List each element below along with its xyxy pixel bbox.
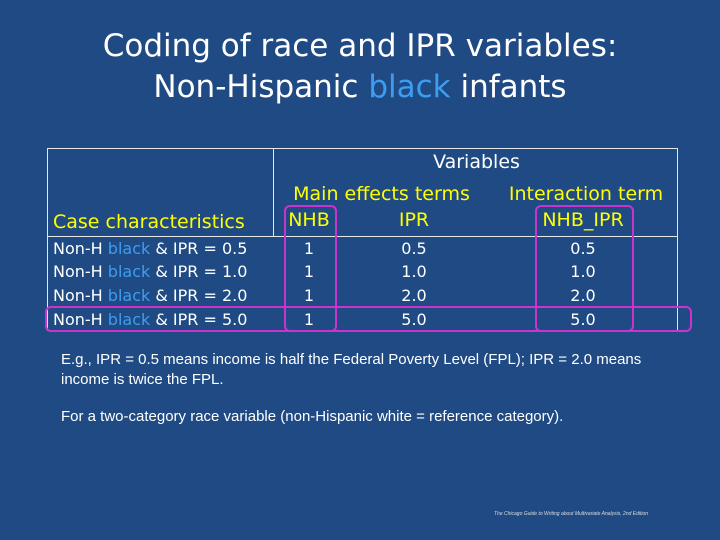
- header-variables: Variables: [433, 151, 520, 173]
- title-highlight-black: black: [368, 69, 451, 105]
- highlight-last-row: [45, 306, 692, 332]
- table-cell-nhb-ipr: 2.0: [570, 286, 596, 305]
- header-case-characteristics: Case characteristics: [53, 211, 245, 233]
- table-row-case: Non-H black & IPR = 2.0: [53, 286, 248, 305]
- table-cell-nhb: 1: [303, 310, 315, 329]
- table-cell-ipr: 5.0: [401, 310, 427, 329]
- header-col-nhb: NHB: [288, 209, 330, 231]
- header-col-ipr: IPR: [398, 209, 430, 231]
- table-cell-ipr: 1.0: [401, 262, 427, 281]
- table-row-case: Non-H black & IPR = 5.0: [53, 310, 248, 329]
- title-line-2: Non-Hispanic black infants: [0, 67, 720, 108]
- header-interaction: Interaction term: [508, 183, 664, 205]
- slide-title: Coding of race and IPR variables: Non-Hi…: [0, 26, 720, 108]
- note-reference-category: For a two-category race variable (non-Hi…: [61, 408, 564, 425]
- title-suffix: infants: [450, 69, 567, 105]
- table-cell-nhb: 1: [303, 262, 315, 281]
- table-header-divider: [47, 236, 678, 237]
- title-line-1: Coding of race and IPR variables:: [102, 28, 618, 64]
- title-prefix: Non-Hispanic: [153, 69, 369, 105]
- table-cell-nhb-ipr: 1.0: [570, 262, 596, 281]
- header-col-nhb-ipr: NHB_IPR: [542, 209, 624, 231]
- note-ipr-explanation: E.g., IPR = 0.5 means income is half the…: [61, 351, 642, 388]
- table-cell-nhb-ipr: 5.0: [570, 310, 596, 329]
- table-cell-ipr: 0.5: [401, 239, 427, 258]
- table-row-case: Non-H black & IPR = 1.0: [53, 262, 248, 281]
- table-cell-nhb-ipr: 0.5: [570, 239, 596, 258]
- table-row-case: Non-H black & IPR = 0.5: [53, 239, 248, 258]
- header-main-effects: Main effects terms: [293, 183, 470, 205]
- table-cell-nhb: 1: [303, 286, 315, 305]
- table-cell-ipr: 2.0: [401, 286, 427, 305]
- table-cell-nhb: 1: [303, 239, 315, 258]
- table-column-divider: [273, 148, 274, 237]
- footer-citation: The Chicago Guide to Writing about Multi…: [494, 511, 649, 517]
